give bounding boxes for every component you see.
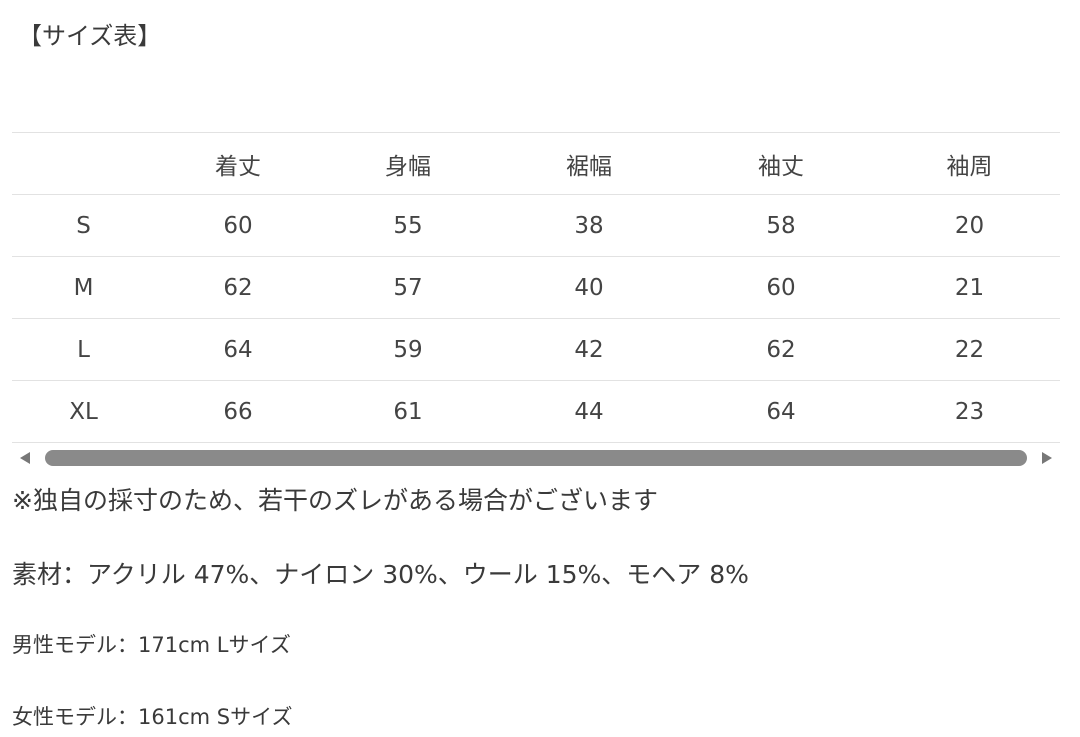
cell: 64 [155, 318, 321, 381]
header-cell: 袖周 [879, 132, 1060, 195]
table-row: XL 66 61 44 64 23 [12, 380, 1060, 443]
header-cell: 身幅 [321, 132, 495, 195]
cell: 59 [321, 318, 495, 381]
size-label: S [12, 194, 155, 257]
note: 男性モデル：171cm Lサイズ [12, 633, 291, 657]
note: 女性モデル：161cm Sサイズ [12, 705, 293, 729]
cell: 20 [879, 194, 1060, 257]
title: 【サイズ表】 [18, 22, 162, 50]
note: 素材：アクリル 47%、ナイロン 30%、ウール 15%、モヘア 8% [12, 560, 749, 589]
scroll-thumb[interactable] [45, 450, 1027, 466]
size-label: M [12, 256, 155, 319]
cell: 60 [155, 194, 321, 257]
table-row: L 64 59 42 62 22 [12, 318, 1060, 381]
cell: 38 [495, 194, 683, 257]
header-row: 着丈 身幅 裾幅 袖丈 袖周 [12, 132, 1060, 195]
scroll-left-arrow[interactable] [20, 452, 30, 464]
size-label: XL [12, 380, 155, 443]
header-cell: 着丈 [155, 132, 321, 195]
scroll-right-arrow[interactable] [1042, 452, 1052, 464]
cell: 40 [495, 256, 683, 319]
cell: 22 [879, 318, 1060, 381]
note: ※独自の採寸のため、若干のズレがある場合がございます [12, 486, 658, 515]
table-row: S 60 55 38 58 20 [12, 194, 1060, 257]
cell: 62 [683, 318, 879, 381]
cell: 44 [495, 380, 683, 443]
cell: 42 [495, 318, 683, 381]
cell: 66 [155, 380, 321, 443]
cell: 21 [879, 256, 1060, 319]
cell: 23 [879, 380, 1060, 443]
cell: 57 [321, 256, 495, 319]
size-table: 着丈 身幅 裾幅 袖丈 袖周 S 60 55 38 58 20 M 62 57 40 60 21 L 64… [12, 132, 1060, 443]
size-label: L [12, 318, 155, 381]
header-cell: 袖丈 [683, 132, 879, 195]
horizontal-scrollbar[interactable] [12, 447, 1060, 469]
cell: 62 [155, 256, 321, 319]
cell: 60 [683, 256, 879, 319]
table-row: M 62 57 40 60 21 [12, 256, 1060, 319]
header-cell: 裾幅 [495, 132, 683, 195]
cell: 61 [321, 380, 495, 443]
cell: 58 [683, 194, 879, 257]
header-cell [12, 132, 155, 195]
cell: 55 [321, 194, 495, 257]
cell: 64 [683, 380, 879, 443]
